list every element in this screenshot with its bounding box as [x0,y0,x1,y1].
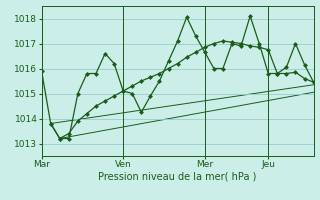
X-axis label: Pression niveau de la mer( hPa ): Pression niveau de la mer( hPa ) [99,172,257,182]
